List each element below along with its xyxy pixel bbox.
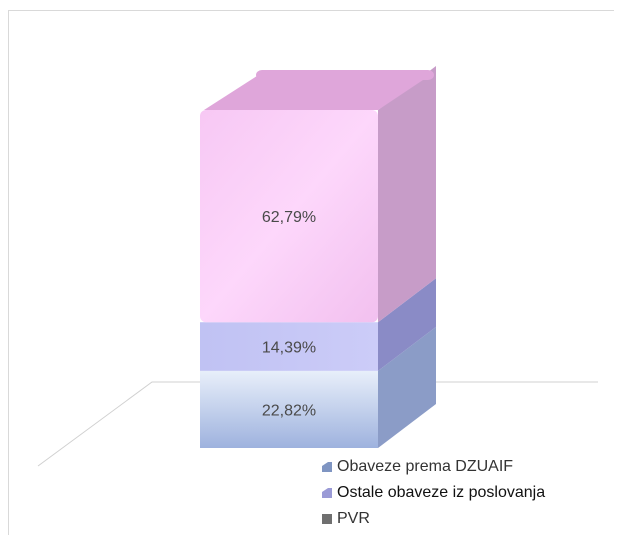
legend-item: Ostale obaveze iz poslovanja <box>322 480 612 506</box>
bar-segment-side <box>378 66 436 323</box>
legend-marker-icon <box>322 488 332 498</box>
legend-label: Ostale obaveze iz poslovanja <box>337 484 546 501</box>
bar-segment-side <box>378 278 436 371</box>
chart-area <box>8 10 614 535</box>
legend-item: Obaveze prema DZUAIF <box>322 454 612 480</box>
floor-line <box>37 381 598 467</box>
bar-top-face <box>204 74 432 110</box>
legend-label: Obaveze prema DZUAIF <box>337 458 514 475</box>
legend: Obaveze prema DZUAIF Ostale obaveze iz p… <box>322 454 612 532</box>
legend-label: PVR <box>337 510 370 527</box>
legend-marker-icon <box>322 462 332 472</box>
legend-item: PVR <box>322 506 612 532</box>
data-label: 14,39% <box>262 340 316 357</box>
chart-floor <box>37 381 598 467</box>
bar-top-edge <box>256 70 434 80</box>
bar-segment <box>200 370 378 448</box>
legend-marker-icon <box>322 514 332 524</box>
data-labels: 22,82% 14,39% 62,79% <box>262 209 316 419</box>
data-label: 22,82% <box>262 402 316 419</box>
bar-segment <box>200 322 378 371</box>
bar-stack <box>200 66 436 448</box>
data-label: 62,79% <box>262 209 316 226</box>
bar-segment <box>200 110 378 323</box>
bar-segment-side <box>378 326 436 448</box>
